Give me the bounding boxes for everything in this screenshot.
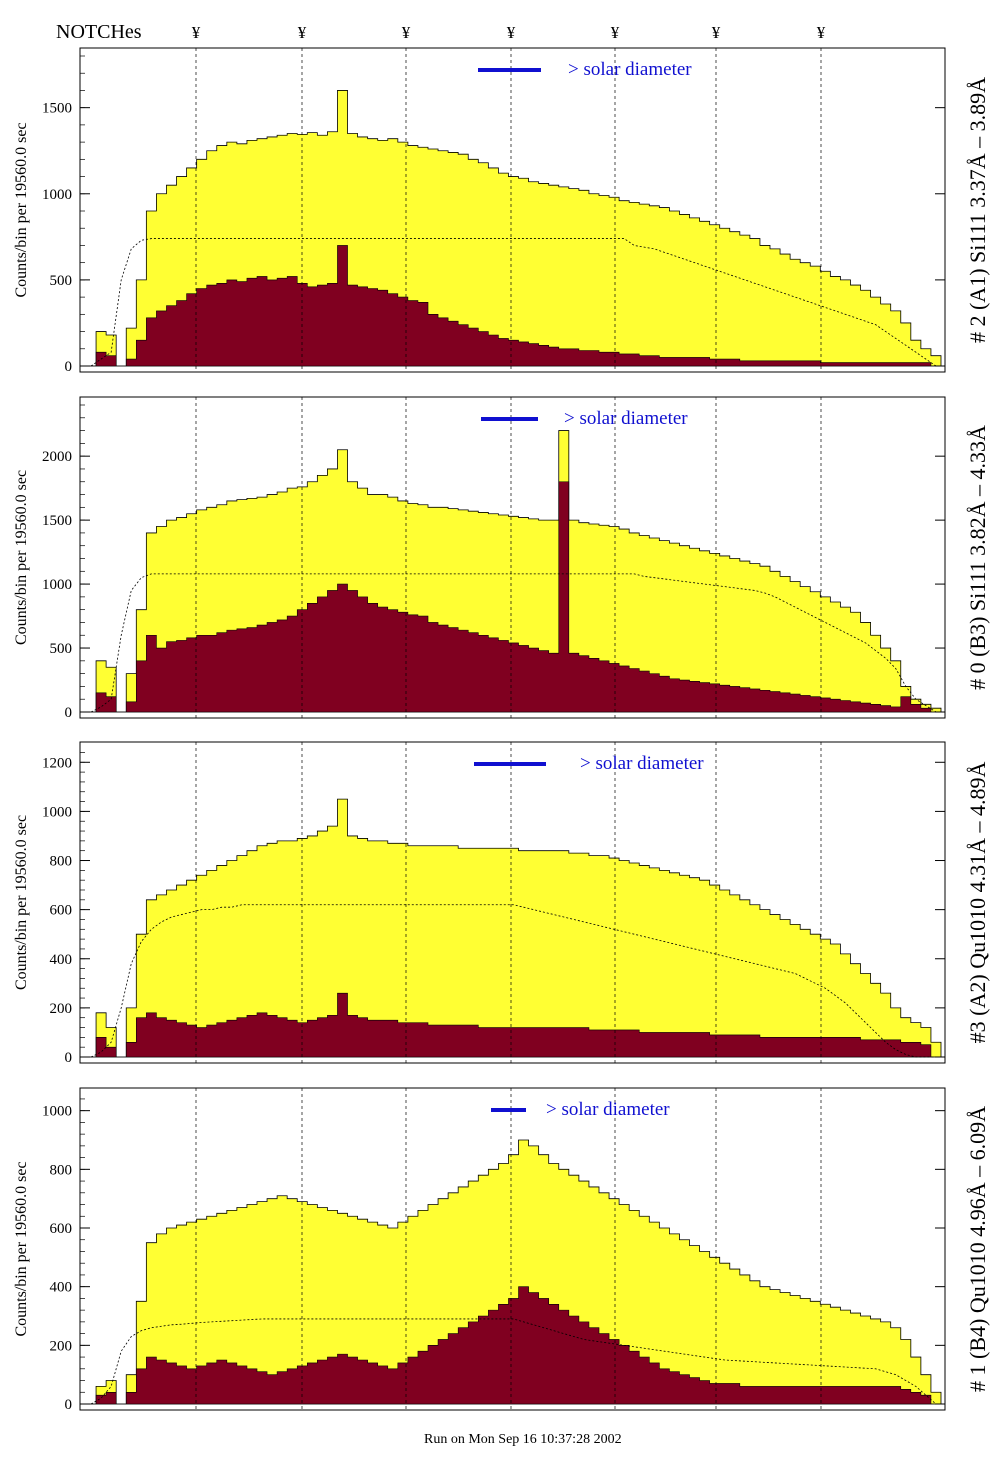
notch-mark: ¥ — [611, 23, 620, 42]
model-curve — [90, 238, 937, 367]
y-axis-label: Counts/bin per 19560.0 sec — [13, 470, 30, 645]
detector-label: # 1 (B4) Qu1010 4.96Å – 6.09Å — [965, 1106, 990, 1392]
chart-panel: 0 200 400 600 800 1000 Counts/bin per 19560.0 … — [13, 1087, 990, 1413]
y-tick-label: 600 — [50, 903, 73, 919]
y-tick-label: 0 — [65, 1397, 73, 1413]
y-axis-label: Counts/bin per 19560.0 sec — [13, 122, 30, 297]
y-tick-label: 1000 — [42, 577, 72, 593]
detector-label: # 2 (A1) Si111 3.37Å – 3.89Å — [965, 77, 990, 343]
y-tick-label: 1500 — [42, 513, 72, 529]
y-tick-label: 1500 — [42, 101, 72, 117]
y-tick-label: 1000 — [42, 187, 72, 203]
y-tick-label: 1200 — [42, 755, 72, 771]
y-tick-label: 0 — [65, 705, 73, 721]
y-tick-label: 2000 — [42, 449, 72, 465]
y-tick-label: 200 — [50, 1001, 73, 1017]
y-axis-label: Counts/bin per 19560.0 sec — [13, 815, 30, 990]
solar-diameter-label: > solar diameter — [564, 408, 688, 429]
y-tick-label: 400 — [50, 1280, 73, 1296]
solar-diameter-label: > solar diameter — [580, 753, 704, 774]
notch-mark: ¥ — [712, 23, 721, 42]
chart-panel: 0 500 1000 1500 2000 Counts/bin per 19560.0 s… — [13, 396, 990, 721]
y-tick-label: 500 — [50, 641, 73, 657]
chart-panel: 0 500 1000 1500 Counts/bin per 19560.0 sec # … — [13, 47, 990, 375]
detector-label: # 0 (B3) Si111 3.82Å – 4.33Å — [965, 425, 990, 690]
y-tick-label: 500 — [50, 273, 73, 289]
run-timestamp: Run on Mon Sep 16 10:37:28 2002 — [424, 1432, 622, 1447]
y-tick-label: 0 — [65, 1050, 73, 1066]
y-tick-label: 1000 — [42, 804, 72, 820]
y-tick-label: 1000 — [42, 1104, 72, 1120]
notch-mark: ¥ — [507, 23, 516, 42]
total-histogram — [86, 798, 942, 1058]
notch-header: NOTCHes ¥ ¥ ¥ ¥ ¥ ¥ ¥ — [56, 21, 826, 43]
y-axis-label: Counts/bin per 19560.0 sec — [13, 1161, 30, 1336]
dark-histogram — [86, 245, 941, 367]
solar-diameter-label: > solar diameter — [546, 1099, 670, 1120]
y-tick-label: 800 — [50, 1162, 73, 1178]
detector-label: #3 (A2) Qu1010 4.31Å – 4.89Å — [965, 762, 990, 1044]
solar-diameter-label: > solar diameter — [568, 59, 692, 80]
model-curve — [90, 1318, 937, 1405]
notch-mark: ¥ — [298, 23, 307, 42]
dark-histogram — [86, 992, 941, 1058]
total-histogram — [86, 1139, 942, 1405]
notches-label: NOTCHes — [56, 21, 142, 43]
y-tick-label: 200 — [50, 1338, 73, 1354]
dark-histogram — [86, 481, 941, 713]
chart-panel: 0 200 400 600 800 1000 1200 Counts/bin per 1956… — [13, 741, 990, 1066]
dark-histogram — [86, 1286, 941, 1405]
y-tick-label: 400 — [50, 952, 73, 968]
notch-mark: ¥ — [817, 23, 826, 42]
y-tick-label: 0 — [65, 359, 73, 375]
notch-mark: ¥ — [192, 23, 201, 42]
y-tick-label: 800 — [50, 854, 73, 870]
chart-panels: 0 500 1000 1500 Counts/bin per 19560.0 sec # … — [13, 47, 990, 1413]
y-tick-label: 600 — [50, 1221, 73, 1237]
notch-marks: ¥ ¥ ¥ ¥ ¥ ¥ ¥ — [192, 23, 826, 42]
notch-mark: ¥ — [402, 23, 411, 42]
model-curve — [90, 904, 936, 1058]
